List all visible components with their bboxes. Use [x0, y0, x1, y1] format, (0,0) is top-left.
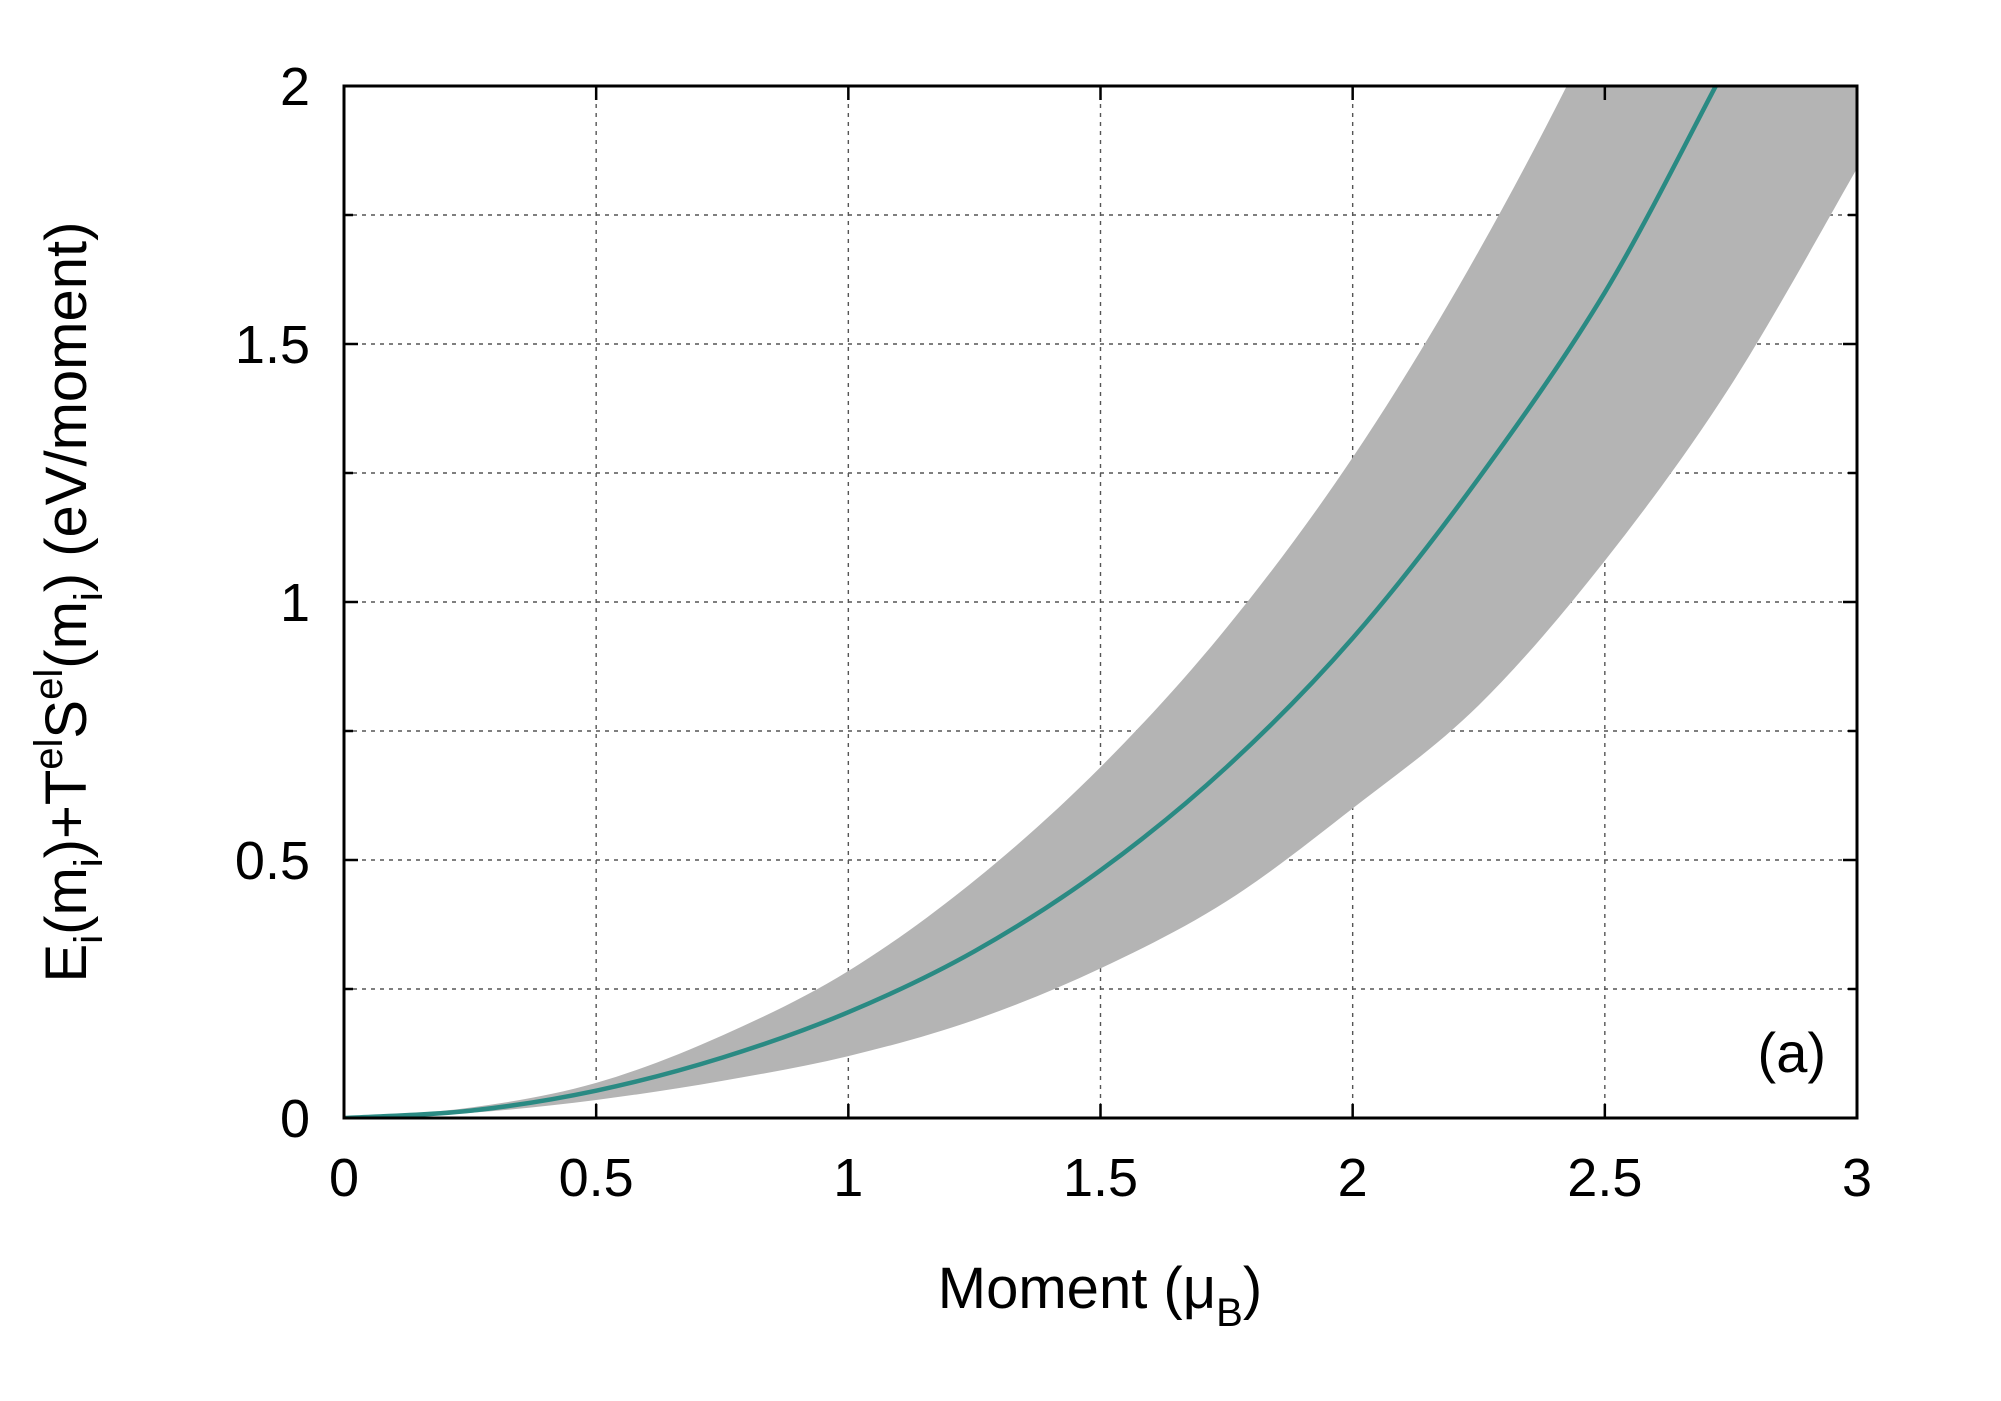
curve-layer	[344, 86, 1718, 1118]
y-tick-label: 2	[280, 57, 310, 117]
x-tick-label: 3	[1842, 1148, 1872, 1208]
y-axis-title-part: i	[67, 935, 111, 944]
x-axis-title-tail: )	[1243, 1256, 1262, 1321]
x-tick-label: 0	[329, 1148, 359, 1208]
x-tick-label: 1.5	[1063, 1148, 1138, 1208]
axis-ticks	[342, 84, 1859, 1120]
x-tick-labels: 0 0.5 1 1.5 2 2.5 3	[329, 1148, 1872, 1208]
x-tick-label: 2.5	[1567, 1148, 1642, 1208]
y-axis-title-part: (m	[34, 601, 99, 669]
y-axis-title-part: (m	[34, 867, 99, 935]
y-axis-title-part: el	[27, 669, 71, 700]
uncertainty-band-layer	[344, 86, 1857, 1118]
x-tick-label: 2	[1338, 1148, 1368, 1208]
y-axis-title-part: i	[67, 592, 111, 601]
y-axis-title-part: )+T	[34, 770, 99, 859]
y-tick-label: 0.5	[235, 831, 310, 891]
x-tick-label: 1	[833, 1148, 863, 1208]
y-tick-label: 1	[280, 573, 310, 633]
x-axis-title-main: Moment (μ	[938, 1256, 1216, 1321]
y-tick-labels: 0 0.5 1 1.5 2	[235, 57, 310, 1149]
y-axis-title-part: S	[34, 700, 99, 739]
y-axis-title-part: i	[67, 858, 111, 867]
y-axis-title-part: E	[34, 944, 99, 983]
y-axis-title-part: ) (eV/moment)	[34, 222, 99, 593]
uncertainty-band	[344, 86, 1857, 1118]
x-tick-label: 0.5	[559, 1148, 634, 1208]
y-axis-title: Ei(mi)+TelSel(mi) (eV/moment)	[27, 222, 111, 983]
y-axis-title-part: el	[27, 739, 71, 770]
x-axis-title-sub: B	[1216, 1291, 1243, 1335]
energy-curve	[344, 86, 1718, 1118]
y-tick-label: 1.5	[235, 315, 310, 375]
panel-label: (a)	[1758, 1021, 1826, 1084]
y-tick-label: 0	[280, 1089, 310, 1149]
x-axis-title: Moment (μB)	[938, 1256, 1262, 1335]
